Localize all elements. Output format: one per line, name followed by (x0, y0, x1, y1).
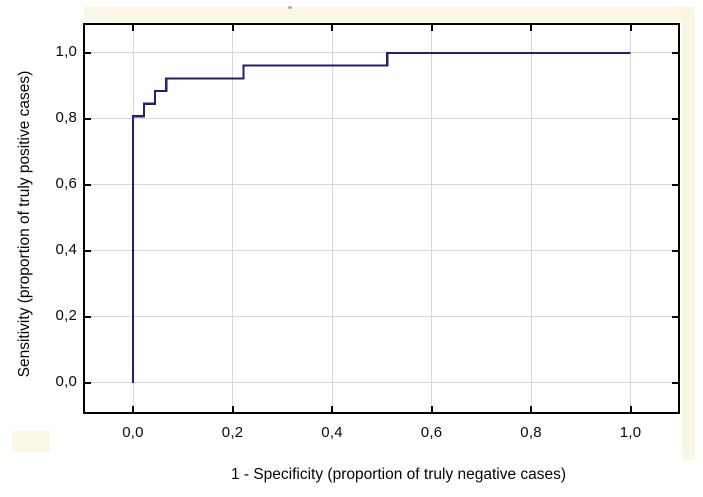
roc-curve-line (131, 51, 631, 383)
x-tick-label: 1,0 (619, 424, 642, 441)
scan-artifact-bottom-left (12, 431, 50, 452)
roc-curve (131, 51, 631, 383)
y-tick-label: 0,0 (55, 372, 77, 390)
plot-area (83, 23, 680, 414)
y-tick-left (85, 117, 91, 120)
y-tick-right (672, 315, 678, 318)
y-tick-left (85, 381, 91, 384)
y-tick-left (85, 249, 91, 252)
x-tick-label: 0,0 (122, 424, 144, 441)
x-tick-top (430, 25, 433, 31)
y-tick-label: 1,0 (55, 42, 77, 60)
y-tick-right (672, 51, 678, 54)
scan-artifact-top (84, 7, 690, 22)
y-tick-left (85, 51, 91, 54)
x-tick-bottom (132, 406, 134, 412)
y-tick-label: 0,8 (55, 108, 77, 126)
y-tick-right (672, 381, 678, 384)
x-gridline (530, 25, 532, 412)
x-gridline (630, 25, 632, 412)
y-gridline (85, 316, 678, 318)
x-tick-top (231, 25, 234, 31)
x-tick-bottom (231, 406, 234, 412)
x-tick-top (331, 25, 334, 31)
y-tick-label: 0,6 (55, 174, 77, 192)
y-tick-right (672, 117, 678, 120)
y-tick-label: 0,4 (55, 240, 77, 258)
x-tick-label: 0,6 (420, 424, 443, 441)
x-gridline (331, 25, 333, 412)
speck-artifact (288, 6, 292, 9)
x-tick-bottom (629, 406, 632, 412)
x-tick-top (132, 25, 134, 31)
y-tick-right (672, 183, 678, 186)
x-tick-bottom (430, 406, 433, 412)
x-tick-bottom (331, 406, 334, 412)
x-tick-bottom (530, 406, 533, 412)
x-tick-label: 0,2 (221, 424, 244, 441)
y-tick-label: 0,2 (55, 306, 77, 324)
y-gridline (85, 52, 678, 54)
y-tick-left (85, 315, 91, 318)
x-axis-title: 1 - Specificity (proportion of truly neg… (230, 466, 567, 483)
x-gridline (232, 25, 234, 412)
x-tick-label: 0,4 (321, 424, 343, 441)
x-tick-top (530, 25, 533, 31)
y-gridline (85, 118, 678, 120)
y-tick-left (85, 183, 91, 186)
scan-artifact-right (682, 7, 695, 460)
y-axis-title: Sensitivity (proportion of truly positiv… (16, 70, 33, 378)
x-tick-top (629, 25, 632, 31)
x-tick-label: 0,8 (520, 424, 542, 441)
x-gridline (431, 25, 433, 412)
y-tick-right (672, 249, 678, 252)
y-gridline (85, 250, 678, 252)
y-gridline (85, 184, 678, 186)
y-gridline (85, 382, 678, 384)
